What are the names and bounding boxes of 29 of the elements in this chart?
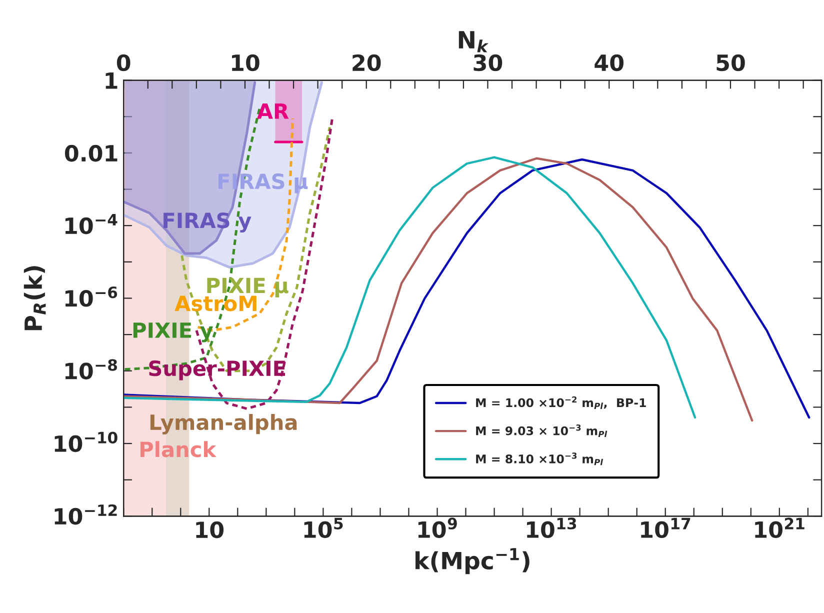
- x2-axis-title: N$_{k}$: [458, 31, 489, 52]
- x2-tick-label: 30: [474, 54, 502, 72]
- y-tick-label: 10$^{−6}$: [65, 286, 118, 307]
- y-axis-title: P$_{R}$(k): [24, 266, 46, 330]
- x-tick-label: 10$^{5}$: [304, 518, 343, 538]
- legend-label: M = 8.10 ×10$^{−3}$ m$_{Pl}$: [476, 452, 604, 466]
- x-tick-label: 10$^{9}$: [418, 518, 457, 538]
- x-tick-label: 10$^{17}$: [641, 518, 690, 538]
- x2-tick-label: 40: [594, 54, 624, 72]
- x-tick-label: 10$^{13}$: [527, 518, 576, 538]
- y-tick-label: 1: [106, 72, 118, 89]
- y-tick-label: 10$^{−4}$: [65, 214, 118, 234]
- series-label: FIRAS y: [164, 212, 252, 232]
- band-label: Lyman-alpha: [150, 414, 297, 434]
- y-tick-label: 10$^{−8}$: [65, 359, 117, 380]
- y-tick-label: 0.01: [64, 144, 118, 162]
- y-tick-label: 10$^{−12}$: [54, 504, 117, 525]
- x2-tick-label: 0: [116, 54, 130, 72]
- legend-label: M = 1.00 ×10$^{−2}$ m$_{Pl}$, BP-1: [476, 396, 646, 409]
- x-tick-label: 10: [196, 521, 224, 538]
- x2-tick-label: 10: [232, 54, 260, 72]
- band-label: Planck: [140, 441, 216, 458]
- x2-tick-label: 20: [352, 54, 381, 72]
- y-tick-label: 10$^{−10}$: [54, 432, 118, 452]
- x-axis-title: k(Mpc$^{−1}$): [416, 548, 530, 574]
- x2-tick-label: 50: [716, 54, 745, 72]
- legend-label: M = 9.03 × 10$^{−3}$ m$_{Pl}$: [476, 424, 608, 438]
- x-tick-label: 10$^{21}$: [755, 518, 804, 538]
- series-label: AR: [256, 104, 289, 119]
